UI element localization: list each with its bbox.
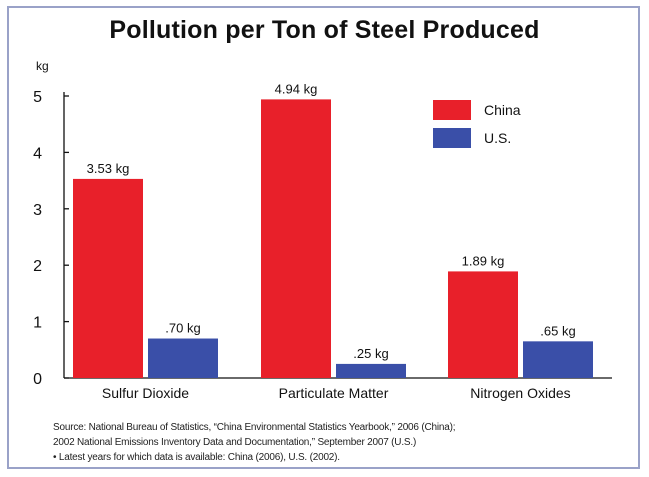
bar-value-label: 4.94 kg [275,81,318,96]
x-category-label: Sulfur Dioxide [102,385,189,401]
y-tick-label: 1 [33,315,42,332]
bar-value-label: .25 kg [353,346,388,361]
legend-label: China [484,102,521,118]
source-line-3: • Latest years for which data is availab… [53,452,340,463]
y-tick-label: 2 [33,258,42,275]
bar-us-1 [336,363,406,378]
source-line-1: Source: National Bureau of Statistics, “… [53,422,456,433]
bar-value-label: .65 kg [540,323,575,338]
bar-china-1 [261,99,331,378]
legend-label: U.S. [484,130,511,146]
bar-value-label: 3.53 kg [87,161,130,176]
x-category-label: Particulate Matter [279,385,389,401]
source-line-2: 2002 National Emissions Inventory Data a… [53,437,417,448]
legend-swatch [433,100,471,120]
bar-us-2 [523,341,593,378]
y-tick-label: 5 [33,89,42,106]
y-axis-label: kg [36,59,49,73]
bar-china-0 [73,178,143,378]
bar-value-label: .70 kg [165,321,200,336]
legend-swatch [433,128,471,148]
chart-title: Pollution per Ton of Steel Produced [109,16,540,44]
source-note: Source: National Bureau of Statistics, “… [53,420,633,465]
bar-us-0 [148,338,218,378]
y-tick-label: 4 [33,145,42,162]
bar-value-label: 1.89 kg [462,253,505,268]
y-tick-label: 0 [33,371,42,388]
bar-china-2 [448,271,518,378]
y-tick-label: 3 [33,202,42,219]
x-category-label: Nitrogen Oxides [470,385,570,401]
